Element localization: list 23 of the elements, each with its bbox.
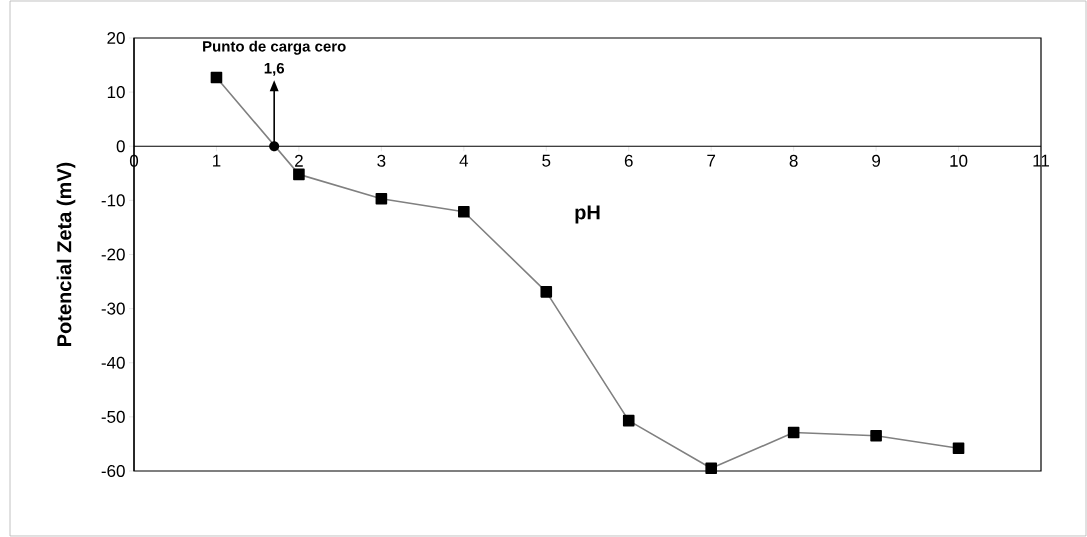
y-axis-title: Potencial Zeta (mV)	[56, 162, 76, 346]
y-tick-label: -10	[101, 194, 125, 207]
x-tick-label: 3	[377, 154, 386, 167]
annotation: Punto de carga cero	[203, 40, 346, 55]
x-tick-label: 9	[872, 154, 881, 167]
y-tick-label: 20	[107, 31, 125, 45]
x-axis-title: pH	[575, 205, 600, 224]
x-tick-label: 1	[213, 154, 221, 167]
x-tick-label: 6	[624, 154, 633, 167]
y-tick-label: -40	[101, 356, 125, 369]
y-tick-label: -60	[101, 464, 125, 478]
x-tick-label: 8	[789, 154, 798, 167]
x-tick-label: 2	[295, 154, 303, 167]
y-tick-label: -20	[101, 248, 125, 261]
x-tick-label: 7	[707, 154, 716, 167]
y-tick-label: 0	[116, 140, 125, 153]
x-tick-label: 5	[542, 154, 551, 167]
x-tick-label: 4	[459, 154, 469, 167]
y-tick-label: -50	[101, 410, 125, 423]
y-tick-label: 10	[107, 86, 125, 99]
annotation: 1,6	[264, 62, 285, 76]
y-tick-label: -30	[101, 302, 125, 315]
x-tick-label: 10	[950, 154, 968, 167]
